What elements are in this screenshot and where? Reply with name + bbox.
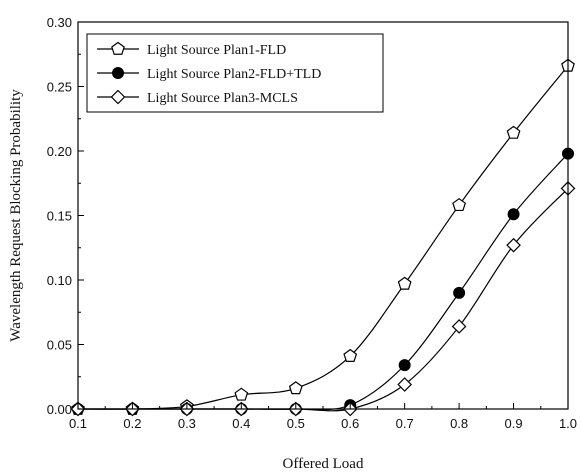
y-axis-title: Wavelength Request Blocking Probability: [8, 89, 24, 342]
y-tick-label: 0.05: [47, 338, 72, 353]
series-1: [71, 58, 575, 415]
legend: Light Source Plan1-FLD Light Source Plan2…: [86, 33, 384, 113]
data-point-pentagon: [506, 125, 521, 139]
series-line: [77, 65, 569, 410]
legend-item: Light Source Plan1-FLD: [97, 41, 286, 58]
series-line: [78, 187, 569, 412]
x-tick-label: 1.0: [559, 416, 577, 431]
data-point-circle: [398, 359, 411, 372]
y-tick-label: 0.20: [47, 144, 72, 159]
data-point-pentagon: [234, 387, 249, 401]
series-line: [78, 153, 569, 411]
x-tick-label: 0.9: [505, 416, 523, 431]
series-layer: [70, 58, 576, 417]
x-tick-label: 0.6: [341, 416, 359, 431]
data-point-diamond: [451, 319, 467, 334]
x-tick-label: 0.5: [287, 416, 305, 431]
x-tick-label: 0.4: [232, 416, 250, 431]
data-point-pentagon: [111, 41, 125, 55]
x-tick-label: 0.2: [123, 416, 141, 431]
series-3: [70, 181, 576, 417]
data-point-circle: [507, 208, 520, 221]
x-tick-label: 0.7: [396, 416, 414, 431]
data-point-circle: [453, 286, 466, 299]
data-point-pentagon: [343, 348, 358, 362]
legend-label: Light Source Plan3-MCLS: [147, 91, 298, 106]
data-point-diamond: [110, 89, 126, 105]
x-tick-label: 0.8: [450, 416, 468, 431]
data-point-diamond: [506, 237, 521, 253]
x-axis-title: Offered Load: [283, 456, 364, 472]
data-point-pentagon: [288, 381, 303, 395]
x-tick-label: 0.3: [178, 416, 196, 431]
legend-label: Light Source Plan2-FLD+TLD: [147, 67, 321, 82]
legend-item: Light Source Plan3-MCLS: [97, 89, 298, 106]
x-tick-label: 0.1: [69, 416, 87, 431]
series-2: [72, 147, 574, 415]
legend-label: Light Source Plan1-FLD: [147, 43, 286, 58]
y-tick-label: 0.25: [47, 80, 72, 95]
ticks-layer: 0.1 0.2 0.3 0.4 0.5 0.6 0.7 0.8 0.9 1.0 0.00 0.05 0.…: [47, 15, 577, 431]
y-tick-label: 0.10: [47, 273, 72, 288]
legend-item: Light Source Plan2-FLD+TLD: [97, 67, 321, 82]
y-tick-label: 0.15: [47, 209, 72, 224]
y-tick-label: 0.00: [47, 402, 72, 417]
data-point-diamond: [397, 377, 413, 392]
data-point-pentagon: [452, 197, 466, 212]
data-point-pentagon: [397, 276, 412, 290]
data-point-circle: [112, 67, 124, 79]
y-tick-label: 0.30: [47, 15, 72, 30]
